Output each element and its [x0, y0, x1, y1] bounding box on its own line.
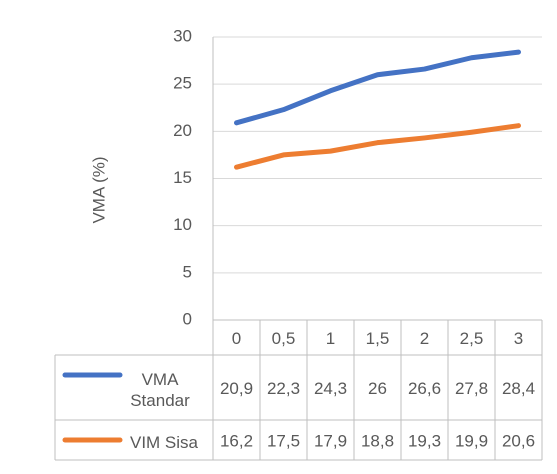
data-table-cell: 22,3: [267, 379, 300, 398]
y-tick-label: 25: [173, 74, 192, 93]
data-table-cell: 26: [368, 379, 387, 398]
data-table-cell: 28,4: [502, 379, 535, 398]
x-tick-label: 0: [232, 329, 241, 348]
series-line: [234, 123, 521, 170]
y-tick-label: 20: [173, 121, 192, 140]
x-tick-label: 0,5: [272, 329, 296, 348]
data-table-cell: 24,3: [314, 379, 347, 398]
y-tick-label: 30: [173, 26, 192, 45]
x-tick-label: 3: [514, 329, 523, 348]
y-tick-label: 15: [173, 168, 192, 187]
legend-label: VIM Sisa: [129, 432, 199, 452]
data-table-cell: 27,8: [455, 379, 488, 398]
data-table-cell: 26,6: [408, 379, 441, 398]
x-tick-label: 2: [420, 329, 429, 348]
x-tick-label: 1,5: [366, 329, 390, 348]
y-axis-label: VMA (%): [89, 156, 108, 223]
data-table-cell: 20,9: [220, 379, 253, 398]
data-table-cell: 20,6: [502, 431, 535, 450]
data-table-cell: 18,8: [361, 431, 394, 450]
data-table-cell: 19,3: [408, 431, 441, 450]
data-table-cell: 17,9: [314, 431, 347, 450]
data-table-cell: 17,5: [267, 431, 300, 450]
legend-label: VMA Standar: [130, 369, 190, 410]
y-tick-label: 0: [183, 309, 192, 328]
x-tick-label: 2,5: [460, 329, 484, 348]
data-table-cell: 19,9: [455, 431, 488, 450]
y-tick-label: 5: [183, 262, 192, 281]
data-table-cell: 16,2: [220, 431, 253, 450]
x-tick-label: 1: [326, 329, 335, 348]
series-line: [234, 49, 521, 126]
y-tick-label: 10: [173, 215, 192, 234]
